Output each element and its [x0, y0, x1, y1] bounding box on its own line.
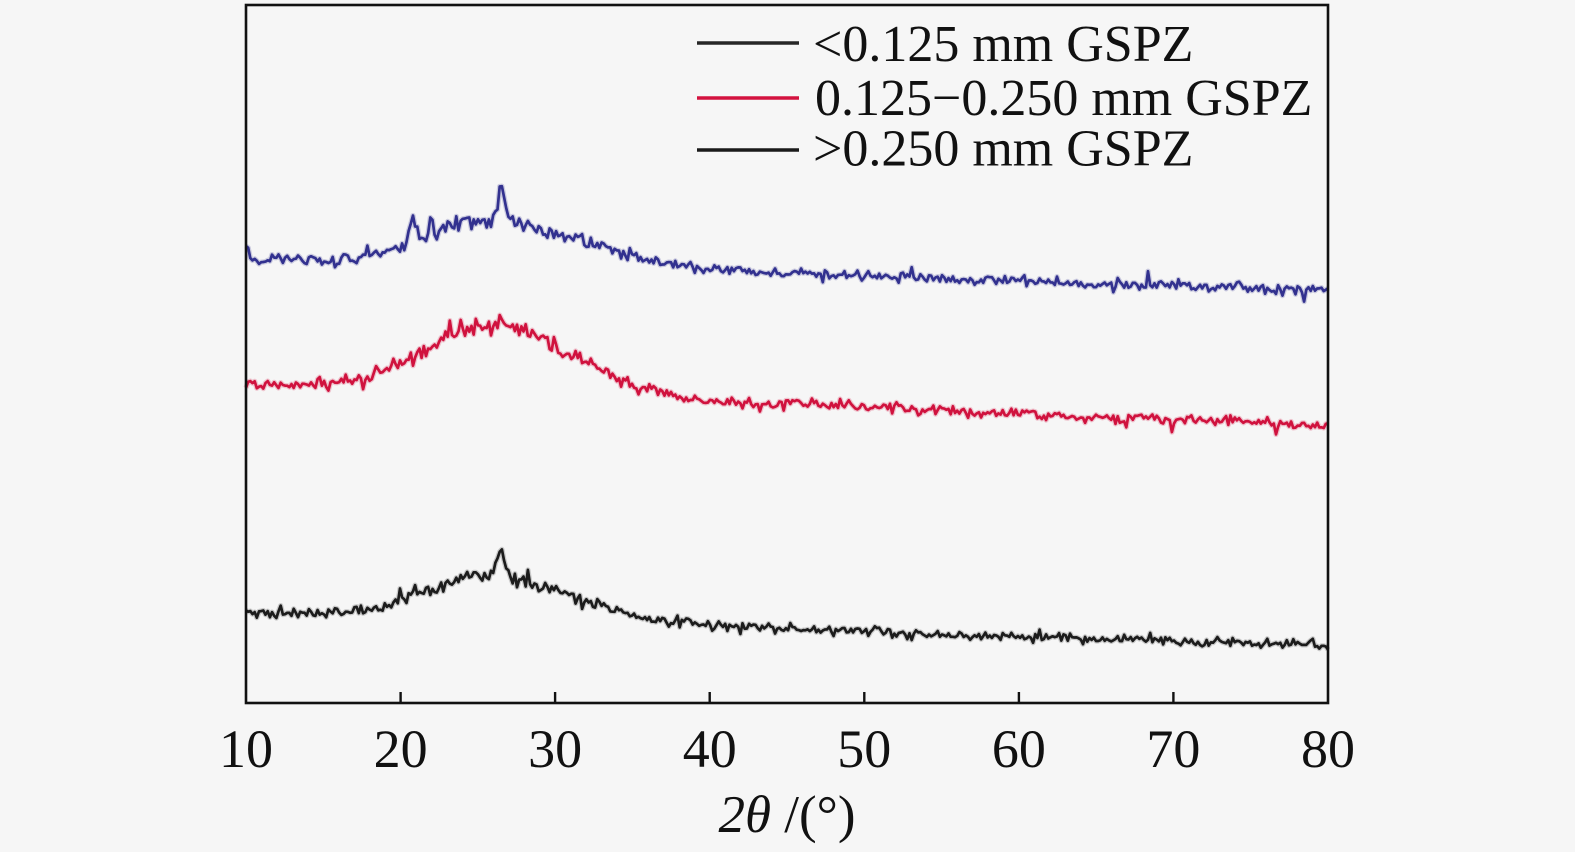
svg-text:10: 10 — [219, 719, 273, 779]
svg-text:60: 60 — [992, 719, 1046, 779]
svg-text:70: 70 — [1146, 719, 1200, 779]
svg-text:2θ /(°): 2θ /(°) — [718, 786, 855, 844]
svg-text:40: 40 — [683, 719, 737, 779]
svg-text:50: 50 — [837, 719, 891, 779]
svg-text:0.125−0.250 mm GSPZ: 0.125−0.250 mm GSPZ — [815, 70, 1312, 127]
svg-text:<0.125 mm GSPZ: <0.125 mm GSPZ — [813, 16, 1193, 73]
svg-text:>0.250 mm GSPZ: >0.250 mm GSPZ — [813, 121, 1193, 178]
svg-text:30: 30 — [528, 719, 582, 779]
svg-text:20: 20 — [374, 719, 428, 779]
svg-text:80: 80 — [1301, 719, 1355, 779]
